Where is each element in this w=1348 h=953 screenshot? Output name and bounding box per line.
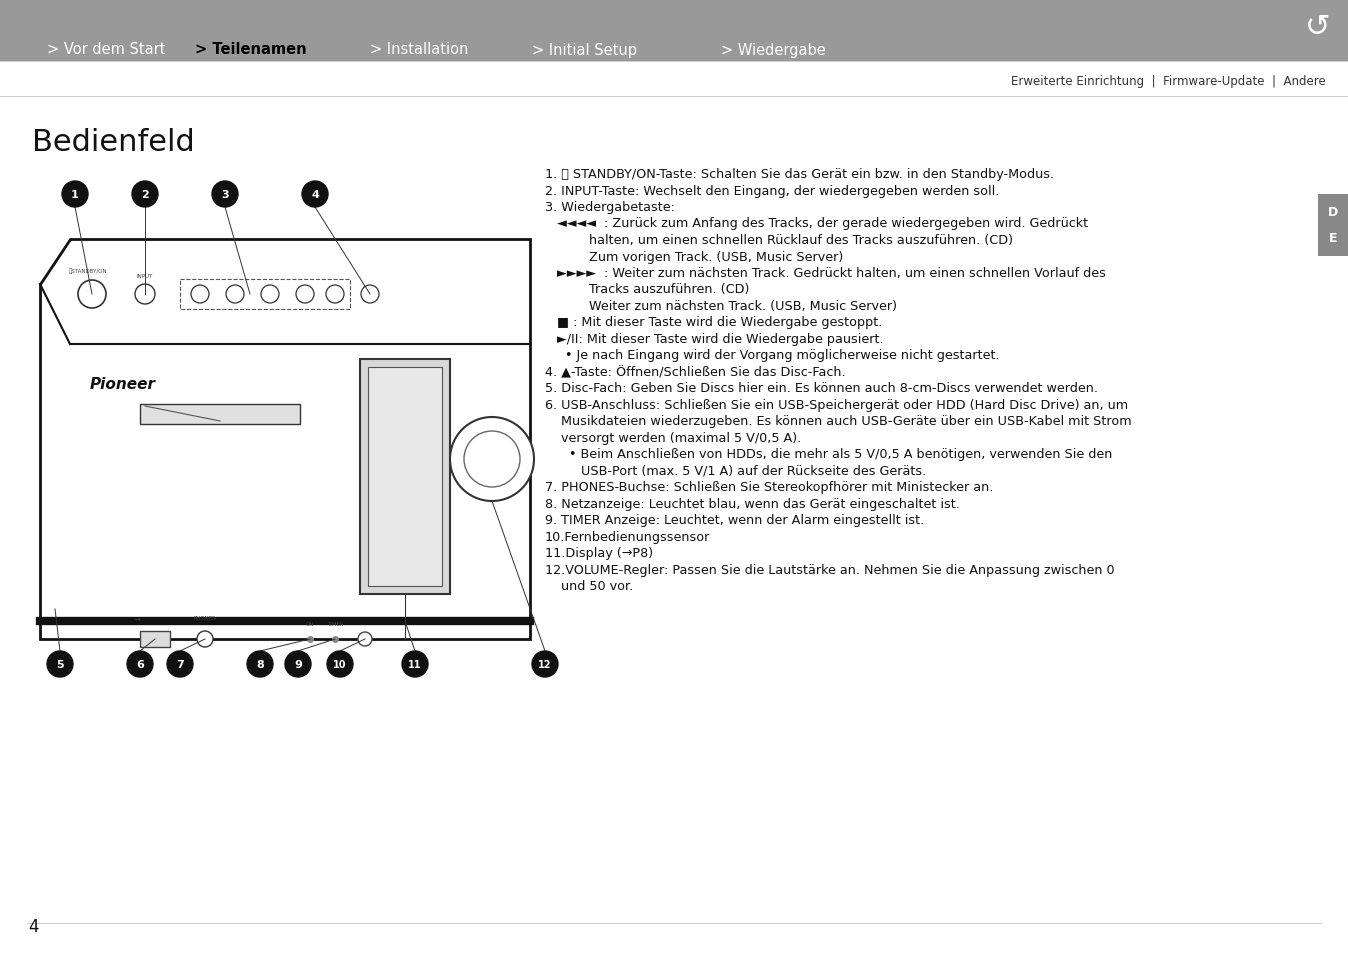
Circle shape (262, 286, 279, 304)
Text: E: E (1329, 233, 1337, 245)
Circle shape (326, 286, 344, 304)
Text: Bedienfeld: Bedienfeld (32, 128, 194, 157)
Text: 11: 11 (408, 659, 422, 669)
Text: 4. ▲-Taste: Öffnen/Schließen Sie das Disc-Fach.: 4. ▲-Taste: Öffnen/Schließen Sie das Dis… (545, 366, 845, 378)
Circle shape (402, 651, 429, 678)
Text: 6. USB-Anschluss: Schließen Sie ein USB-Speichergerät oder HDD (Hard Disc Drive): 6. USB-Anschluss: Schließen Sie ein USB-… (545, 398, 1128, 412)
Text: 3. Wiedergabetaste:: 3. Wiedergabetaste: (545, 201, 675, 213)
Text: 1: 1 (71, 190, 80, 200)
Bar (0, 0, 1348, 62)
Text: USB-Port (max. 5 V/1 A) auf der Rückseite des Geräts.: USB-Port (max. 5 V/1 A) auf der Rückseit… (545, 464, 926, 477)
Circle shape (197, 631, 213, 647)
Text: 10: 10 (333, 659, 346, 669)
Circle shape (302, 182, 328, 208)
Text: 7. PHONES-Buchse: Schließen Sie Stereokopfhörer mit Ministecker an.: 7. PHONES-Buchse: Schließen Sie Stereoko… (545, 481, 993, 494)
Text: 8: 8 (256, 659, 264, 669)
Circle shape (167, 651, 193, 678)
Text: →: → (133, 615, 140, 623)
Text: Tracks auszuführen. (CD): Tracks auszuführen. (CD) (545, 283, 749, 296)
Polygon shape (40, 240, 530, 639)
Text: ◄◄◄◄  : Zurück zum Anfang des Tracks, der gerade wiedergegeben wird. Gedrückt: ◄◄◄◄ : Zurück zum Anfang des Tracks, der… (545, 217, 1088, 231)
Bar (140, 631, 170, 647)
Circle shape (464, 432, 520, 488)
Bar (181, 280, 350, 310)
Text: 5. Disc-Fach: Geben Sie Discs hier ein. Es können auch 8-cm-Discs verwendet werd: 5. Disc-Fach: Geben Sie Discs hier ein. … (545, 382, 1099, 395)
Circle shape (226, 286, 244, 304)
Text: und 50 vor.: und 50 vor. (545, 579, 634, 593)
Text: 9. TIMER Anzeige: Leuchtet, wenn der Alarm eingestellt ist.: 9. TIMER Anzeige: Leuchtet, wenn der Ala… (545, 514, 925, 527)
Circle shape (62, 182, 88, 208)
Text: 7: 7 (177, 659, 183, 669)
Bar (360, 359, 450, 595)
Text: ►/II: Mit dieser Taste wird die Wiedergabe pausiert.: ►/II: Mit dieser Taste wird die Wiederga… (545, 333, 884, 346)
Text: 10.Fernbedienungssensor: 10.Fernbedienungssensor (545, 531, 710, 543)
Circle shape (191, 286, 209, 304)
Bar (1318, 194, 1348, 256)
Text: Zum vorigen Track. (USB, Music Server): Zum vorigen Track. (USB, Music Server) (545, 251, 844, 263)
Circle shape (532, 651, 558, 678)
Text: • Beim Anschließen von HDDs, die mehr als 5 V/0,5 A benötigen, verwenden Sie den: • Beim Anschließen von HDDs, die mehr al… (545, 448, 1112, 461)
Text: Erweiterte Einrichtung  |  Firmware-Update  |  Andere: Erweiterte Einrichtung | Firmware-Update… (1011, 75, 1326, 89)
Text: • Je nach Eingang wird der Vorgang möglicherweise nicht gestartet.: • Je nach Eingang wird der Vorgang mögli… (545, 349, 1000, 362)
Text: 11.Display (→P8): 11.Display (→P8) (545, 547, 654, 560)
Circle shape (328, 651, 353, 678)
Text: halten, um einen schnellen Rücklauf des Tracks auszuführen. (CD): halten, um einen schnellen Rücklauf des … (545, 233, 1012, 247)
Circle shape (247, 651, 274, 678)
Circle shape (297, 286, 314, 304)
Text: Musikdateien wiederzugeben. Es können auch USB-Geräte über ein USB-Kabel mit Str: Musikdateien wiederzugeben. Es können au… (545, 416, 1131, 428)
Circle shape (212, 182, 239, 208)
Text: 4: 4 (28, 917, 39, 935)
Text: Weiter zum nächsten Track. (USB, Music Server): Weiter zum nächsten Track. (USB, Music S… (545, 299, 896, 313)
Text: 6: 6 (136, 659, 144, 669)
Text: 1. ⏻ STANDBY/ON-Taste: Schalten Sie das Gerät ein bzw. in den Standby-Modus.: 1. ⏻ STANDBY/ON-Taste: Schalten Sie das … (545, 168, 1054, 181)
Bar (140, 405, 301, 424)
Circle shape (127, 651, 154, 678)
Circle shape (135, 285, 155, 305)
Text: 12: 12 (538, 659, 551, 669)
Text: ►►►►  : Weiter zum nächsten Track. Gedrückt halten, um einen schnellen Vorlauf d: ►►►► : Weiter zum nächsten Track. Gedrüc… (545, 267, 1105, 280)
Text: > Installation: > Installation (369, 43, 468, 57)
Text: versorgt werden (maximal 5 V/0,5 A).: versorgt werden (maximal 5 V/0,5 A). (545, 432, 801, 444)
Text: Pioneer: Pioneer (90, 377, 156, 392)
Circle shape (359, 633, 372, 646)
Circle shape (284, 651, 311, 678)
Text: 2: 2 (142, 190, 148, 200)
Text: ↺: ↺ (1305, 13, 1330, 43)
Text: PHONES: PHONES (194, 616, 216, 620)
Text: 9: 9 (294, 659, 302, 669)
Text: > Teilenamen: > Teilenamen (195, 43, 306, 57)
Text: 8. Netzanzeige: Leuchtet blau, wenn das Gerät eingeschaltet ist.: 8. Netzanzeige: Leuchtet blau, wenn das … (545, 497, 960, 511)
Bar (368, 368, 442, 586)
Text: > Vor dem Start: > Vor dem Start (47, 43, 166, 57)
Text: INPUT: INPUT (137, 274, 154, 279)
Text: 4: 4 (311, 190, 319, 200)
Text: ON: ON (306, 621, 314, 626)
Text: 12.VOLUME-Regler: Passen Sie die Lautstärke an. Nehmen Sie die Anpassung zwische: 12.VOLUME-Regler: Passen Sie die Lautstä… (545, 563, 1115, 577)
Circle shape (132, 182, 158, 208)
Text: ⏻STANDBY/ON: ⏻STANDBY/ON (69, 268, 108, 274)
Circle shape (78, 281, 106, 309)
Text: > Initial Setup: > Initial Setup (532, 43, 638, 57)
Text: > Wiedergabe: > Wiedergabe (721, 43, 826, 57)
Circle shape (361, 286, 379, 304)
Text: 5: 5 (57, 659, 63, 669)
Circle shape (450, 417, 534, 501)
Text: D: D (1328, 206, 1339, 219)
Text: 2. INPUT-Taste: Wechselt den Eingang, der wiedergegeben werden soll.: 2. INPUT-Taste: Wechselt den Eingang, de… (545, 184, 999, 197)
Text: 3: 3 (221, 190, 229, 200)
Text: TIMER: TIMER (326, 621, 344, 626)
Circle shape (47, 651, 73, 678)
Text: ■ : Mit dieser Taste wird die Wiedergabe gestoppt.: ■ : Mit dieser Taste wird die Wiedergabe… (545, 316, 883, 329)
